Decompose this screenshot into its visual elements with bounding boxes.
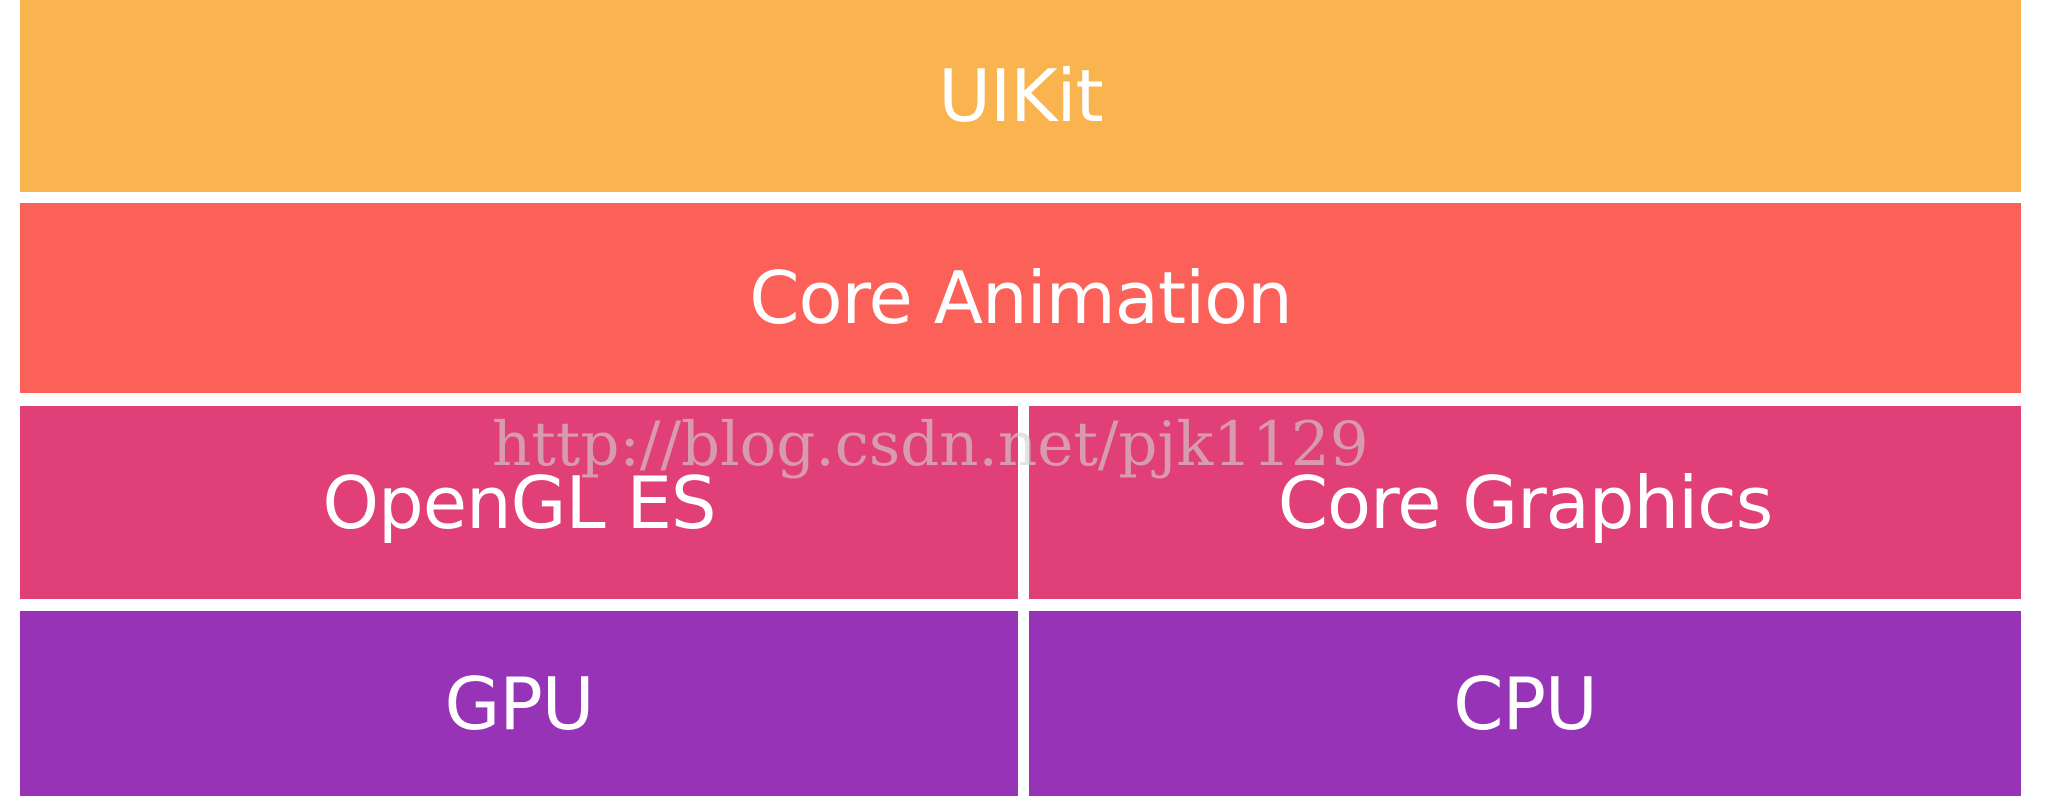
uikit-layer: UIKit <box>20 0 2021 192</box>
core-graphics-layer: Core Graphics <box>1029 406 2021 599</box>
uikit-label: UIKit <box>938 54 1103 138</box>
core-graphics-label: Core Graphics <box>1277 460 1773 545</box>
graphics-stack-diagram: UIKit Core Animation OpenGL ES Core Grap… <box>20 0 2021 796</box>
core-animation-layer: Core Animation <box>20 203 2021 393</box>
opengl-es-layer: OpenGL ES <box>20 406 1018 599</box>
core-animation-label: Core Animation <box>749 256 1293 340</box>
gpu-layer: GPU <box>20 611 1018 796</box>
gpu-label: GPU <box>444 661 595 746</box>
cpu-layer: CPU <box>1029 611 2021 796</box>
cpu-label: CPU <box>1453 661 1597 746</box>
opengl-es-label: OpenGL ES <box>322 460 716 545</box>
